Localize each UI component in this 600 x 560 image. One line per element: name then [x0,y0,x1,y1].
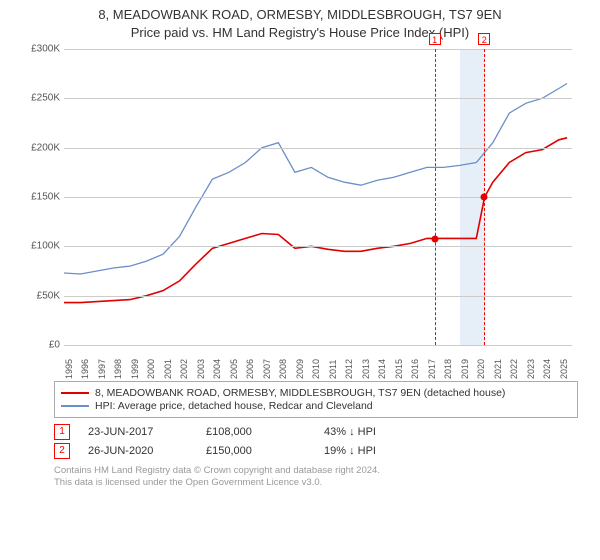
sale-dot [481,194,488,201]
x-tick-label: 1995 [64,359,74,379]
legend-label-hpi: HPI: Average price, detached house, Redc… [95,400,373,412]
x-tick-label: 2013 [361,359,371,379]
sale-date: 26-JUN-2020 [88,445,188,457]
legend-label-property: 8, MEADOWBANK ROAD, ORMESBY, MIDDLESBROU… [95,387,505,399]
sale-row-marker: 2 [54,443,70,459]
x-tick-label: 1998 [113,359,123,379]
figure: 8, MEADOWBANK ROAD, ORMESBY, MIDDLESBROU… [0,0,600,560]
gridline [64,148,572,149]
x-tick-label: 2012 [344,359,354,379]
x-tick-label: 2015 [394,359,404,379]
title-line1: 8, MEADOWBANK ROAD, ORMESBY, MIDDLESBROU… [98,7,501,22]
x-tick-label: 2002 [179,359,189,379]
x-tick-label: 2020 [476,359,486,379]
y-tick-label: £50K [20,290,60,301]
x-axis-labels: 1995 1996 1997 1998 1999 2000 2001 2002 2003 2004… [64,347,572,377]
x-tick-label: 2001 [163,359,173,379]
x-tick-label: 2010 [311,359,321,379]
x-tick-label: 2006 [245,359,255,379]
y-tick-label: £100K [20,241,60,252]
x-tick-label: 2018 [443,359,453,379]
sale-delta: 43% ↓ HPI [324,426,424,438]
x-tick-label: 1997 [97,359,107,379]
x-tick-label: 2007 [262,359,272,379]
sale-date: 23-JUN-2017 [88,426,188,438]
sale-row: 1 23-JUN-2017 £108,000 43% ↓ HPI [54,424,590,440]
legend: 8, MEADOWBANK ROAD, ORMESBY, MIDDLESBROU… [54,381,578,418]
x-tick-label: 2011 [328,360,338,379]
footer-line2: This data is licensed under the Open Gov… [54,477,590,489]
x-tick-label: 2023 [526,359,536,379]
footer-line1: Contains HM Land Registry data © Crown c… [54,465,590,477]
legend-row-hpi: HPI: Average price, detached house, Redc… [61,400,571,412]
x-tick-label: 2004 [212,359,222,379]
sale-marker-2: 2 [478,33,490,45]
gridline [64,98,572,99]
title-line2: Price paid vs. HM Land Registry's House … [10,24,590,42]
series-property [64,138,567,303]
y-tick-label: £250K [20,93,60,104]
x-tick-label: 2005 [229,359,239,379]
gridline [64,246,572,247]
chart-area: £0£50K£100K£150K£200K£250K£300K 12 19951… [20,47,580,377]
legend-swatch-property [61,392,89,394]
sale-vline [435,49,436,345]
sale-delta: 19% ↓ HPI [324,445,424,457]
sales-table: 1 23-JUN-2017 £108,000 43% ↓ HPI 2 26-JUN-202… [54,424,590,459]
x-tick-label: 2022 [509,359,519,379]
x-tick-label: 2016 [410,359,420,379]
x-tick-label: 2021 [493,359,503,379]
x-tick-label: 2024 [542,359,552,379]
footer: Contains HM Land Registry data © Crown c… [54,465,590,490]
sale-row: 2 26-JUN-2020 £150,000 19% ↓ HPI [54,443,590,459]
gridline [64,49,572,50]
plot-region: 12 [64,49,572,346]
sale-row-marker: 1 [54,424,70,440]
y-tick-label: £200K [20,142,60,153]
x-tick-label: 2019 [460,359,470,379]
sale-price: £108,000 [206,426,306,438]
x-tick-label: 2025 [559,359,569,379]
y-tick-label: £0 [20,340,60,351]
sale-dot [431,235,438,242]
gridline [64,296,572,297]
x-tick-label: 2003 [196,359,206,379]
x-tick-label: 2008 [278,359,288,379]
sale-price: £150,000 [206,445,306,457]
x-tick-label: 2014 [377,359,387,379]
x-tick-label: 2009 [295,359,305,379]
x-tick-label: 1999 [130,359,140,379]
gridline [64,345,572,346]
sale-marker-1: 1 [429,33,441,45]
x-tick-label: 2017 [427,359,437,379]
y-tick-label: £300K [20,44,60,55]
x-tick-label: 1996 [80,359,90,379]
chart-title: 8, MEADOWBANK ROAD, ORMESBY, MIDDLESBROU… [10,6,590,41]
y-tick-label: £150K [20,192,60,203]
legend-swatch-hpi [61,405,89,407]
gridline [64,197,572,198]
x-tick-label: 2000 [146,359,156,379]
legend-row-property: 8, MEADOWBANK ROAD, ORMESBY, MIDDLESBROU… [61,387,571,399]
